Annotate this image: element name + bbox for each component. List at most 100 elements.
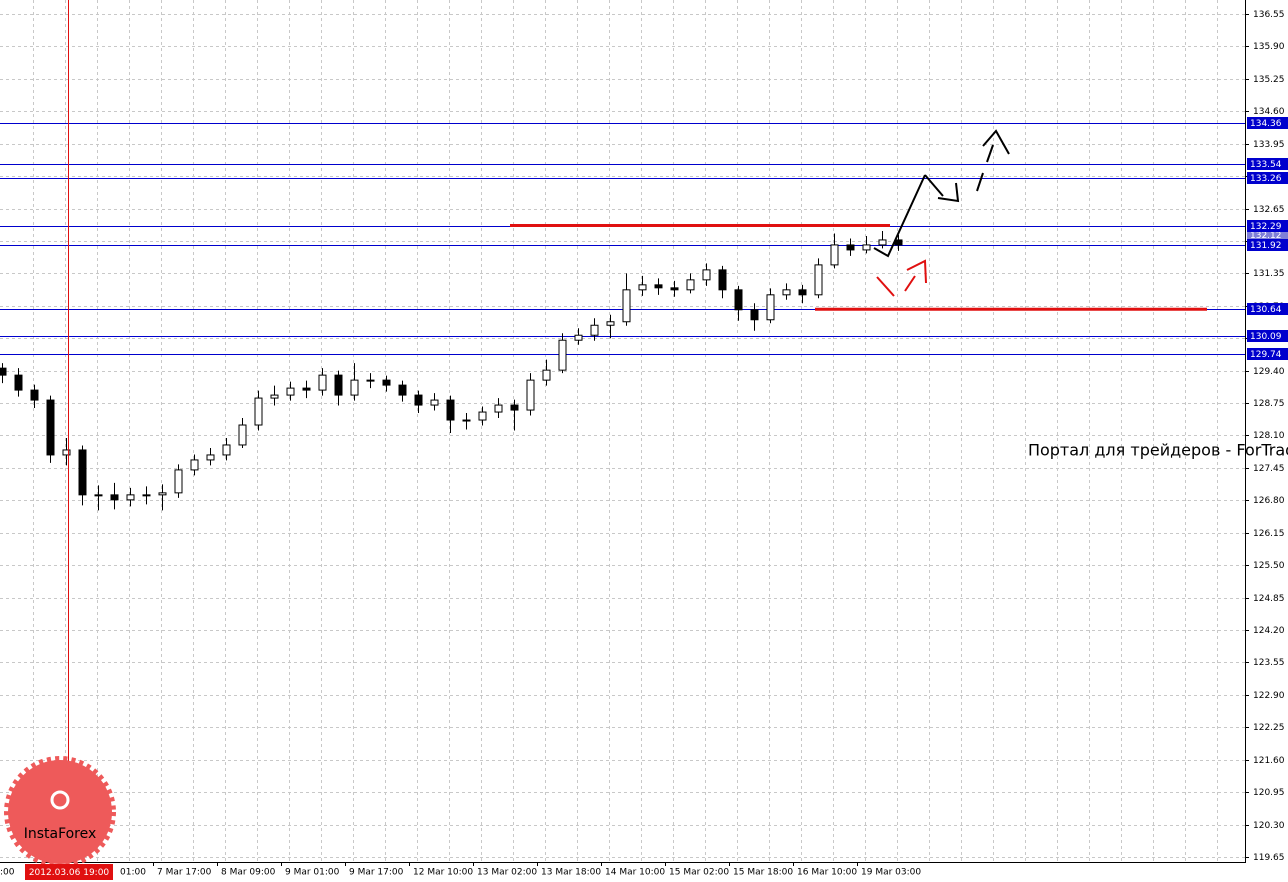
- x-tick-label: 9 Mar 17:00: [349, 868, 404, 878]
- candle-body: [478, 411, 487, 421]
- y-tick-label: 134.60: [1253, 107, 1285, 117]
- price-label-box: [1247, 348, 1288, 360]
- candle-body: [526, 379, 535, 411]
- candle-body: [398, 384, 407, 396]
- x-tick-label: 13 Mar 18:00: [541, 868, 601, 878]
- candle-body: [238, 424, 247, 446]
- arrow-head: [982, 129, 1010, 155]
- x-tick-label: 9 Mar 01:00: [285, 868, 340, 878]
- candle-body: [494, 404, 503, 413]
- candle-body: [846, 244, 855, 251]
- candle-body: [430, 399, 439, 406]
- candle-body: [830, 244, 839, 266]
- y-tick-label: 120.30: [1253, 821, 1285, 831]
- y-tick-label: 135.25: [1253, 75, 1285, 85]
- forecast-arrows-red: [876, 259, 927, 297]
- x-tick-label: 15 Mar 18:00: [733, 868, 793, 878]
- candle-body: [638, 284, 647, 291]
- candle-body: [286, 387, 295, 396]
- candle-body: [350, 379, 359, 396]
- price-label: 132.29: [1250, 222, 1282, 232]
- arrow-down: [924, 174, 944, 197]
- y-tick-label: 123.55: [1253, 658, 1285, 668]
- candle-body: [110, 494, 119, 501]
- cursor-label-box: [25, 864, 113, 880]
- y-tick-label: 120.95: [1253, 788, 1285, 798]
- arrow-head: [937, 182, 960, 203]
- x-tick-label: 15 Mar 02:00: [669, 868, 729, 878]
- candle-body: [542, 369, 551, 381]
- arrow-dash: [976, 172, 984, 192]
- candle-body: [414, 394, 423, 406]
- y-tick-label: 136.55: [1253, 10, 1285, 20]
- logo-badge: [4, 756, 116, 868]
- price-label: 132.12: [1250, 231, 1282, 241]
- candle-body: [462, 419, 471, 422]
- candle-body: [270, 394, 279, 399]
- candle-body: [782, 289, 791, 296]
- logo-icon: [50, 790, 70, 810]
- price-label-box: [1247, 158, 1288, 170]
- x-tick-label: :00: [0, 868, 15, 878]
- candle-body: [126, 494, 135, 501]
- candle-body: [158, 492, 167, 496]
- y-tick-label: 119.65: [1253, 853, 1285, 863]
- candle-body: [318, 374, 327, 391]
- candle-body: [174, 469, 183, 494]
- candle-body: [766, 294, 775, 321]
- x-tick-label: 16 Mar 10:00: [797, 868, 857, 878]
- candle-body: [814, 264, 823, 296]
- forecast-arrows-black: [873, 129, 1010, 258]
- candle-body: [62, 449, 71, 456]
- candle-body: [558, 339, 567, 371]
- candle-body: [0, 367, 7, 376]
- x-tick-label: 14 Mar 10:00: [605, 868, 665, 878]
- price-label-box: [1247, 117, 1288, 129]
- candle-body: [142, 494, 151, 497]
- y-tick-label: 128.75: [1253, 399, 1285, 409]
- candle-body: [622, 289, 631, 323]
- cursor-label: 2012.03.06 19:00: [29, 868, 110, 878]
- price-label: 134.36: [1250, 119, 1282, 129]
- y-tick-label: 121.60: [1253, 756, 1285, 766]
- candle-body: [382, 379, 391, 386]
- candle-body: [686, 279, 695, 291]
- x-tick-label: 8 Mar 09:00: [221, 868, 276, 878]
- y-tick-label: 128.10: [1253, 431, 1285, 441]
- x-tick-label: 13 Mar 02:00: [477, 868, 537, 878]
- candle-body: [670, 287, 679, 291]
- arrow-up: [904, 275, 916, 292]
- candle-body: [734, 289, 743, 311]
- candle-body: [366, 379, 375, 382]
- x-tick-label: 01:00: [120, 868, 146, 878]
- y-tick-label: 132.65: [1253, 205, 1285, 215]
- y-tick-label: 122.25: [1253, 723, 1285, 733]
- candle-body: [190, 459, 199, 471]
- candle-body: [206, 454, 215, 461]
- price-label-box: [1247, 220, 1288, 232]
- x-tick-label: 7 Mar 17:00: [157, 868, 212, 878]
- y-tick-label: 127.45: [1253, 464, 1285, 474]
- x-tick-label: 12 Mar 10:00: [413, 868, 473, 878]
- candle-body: [78, 449, 87, 496]
- logo-text: InstaForex: [24, 826, 97, 842]
- arrow-dash: [986, 144, 994, 163]
- candle-body: [878, 239, 887, 246]
- candle-body: [574, 334, 583, 341]
- price-label-box: [1247, 172, 1288, 184]
- watermark: Портал для трейдеров - ForTrader.ru: [1028, 441, 1288, 460]
- candle-body: [750, 309, 759, 321]
- candle-body: [446, 399, 455, 421]
- arrow-down: [876, 276, 895, 297]
- candle-body: [606, 321, 615, 326]
- candle-body: [510, 404, 519, 411]
- y-tick-label: 125.50: [1253, 561, 1285, 571]
- candle-body: [702, 269, 711, 281]
- candle-body: [14, 374, 23, 391]
- candle-body: [302, 387, 311, 391]
- y-tick-label: 124.85: [1253, 594, 1285, 604]
- candle-body: [798, 289, 807, 296]
- price-label: 131.92: [1250, 241, 1282, 251]
